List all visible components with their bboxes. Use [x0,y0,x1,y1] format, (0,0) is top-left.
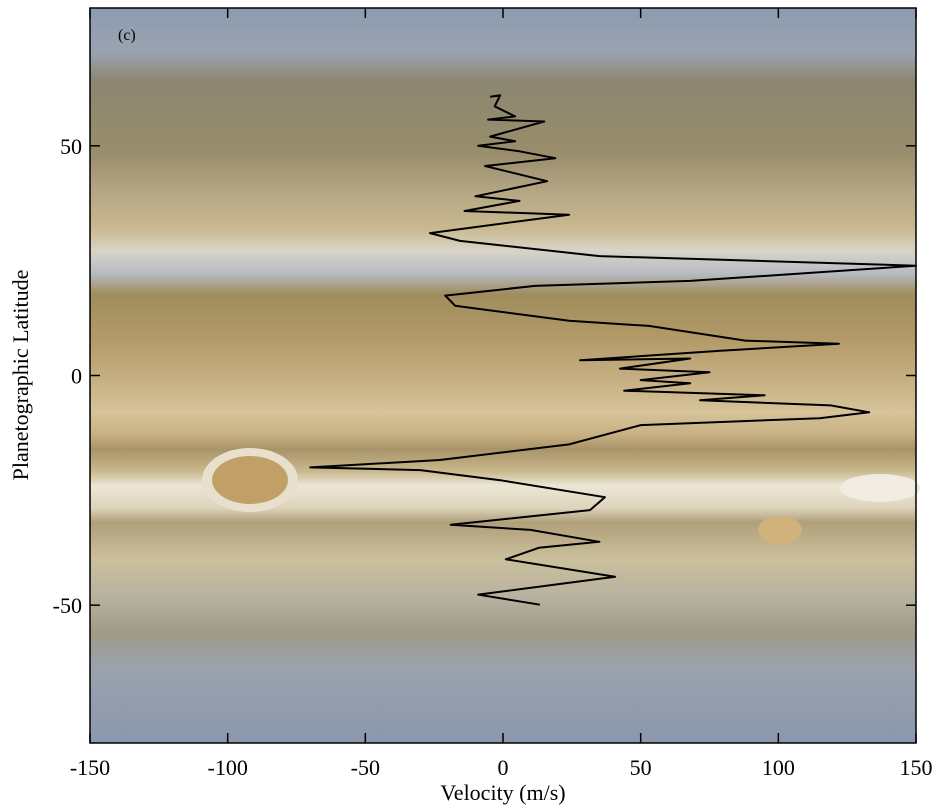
x-tick-label: -100 [208,755,248,780]
white-oval [840,474,920,502]
planet-background [90,8,916,743]
y-tick-label: 0 [71,364,82,389]
x-tick-label: 100 [762,755,795,780]
x-axis-label: Velocity (m/s) [440,780,565,805]
x-tick-label: 50 [630,755,652,780]
great-red-spot [212,456,288,504]
x-tick-label: -50 [351,755,380,780]
x-tick-label: -150 [70,755,110,780]
x-tick-label: 150 [900,755,933,780]
velocity-profile [309,94,917,606]
oval-spot [758,516,802,544]
y-tick-label: 50 [60,134,82,159]
y-axis-label: Planetographic Latitude [8,270,33,481]
x-tick-label: 0 [498,755,509,780]
y-tick-label: -50 [53,593,82,618]
panel-label: (c) [118,27,136,44]
